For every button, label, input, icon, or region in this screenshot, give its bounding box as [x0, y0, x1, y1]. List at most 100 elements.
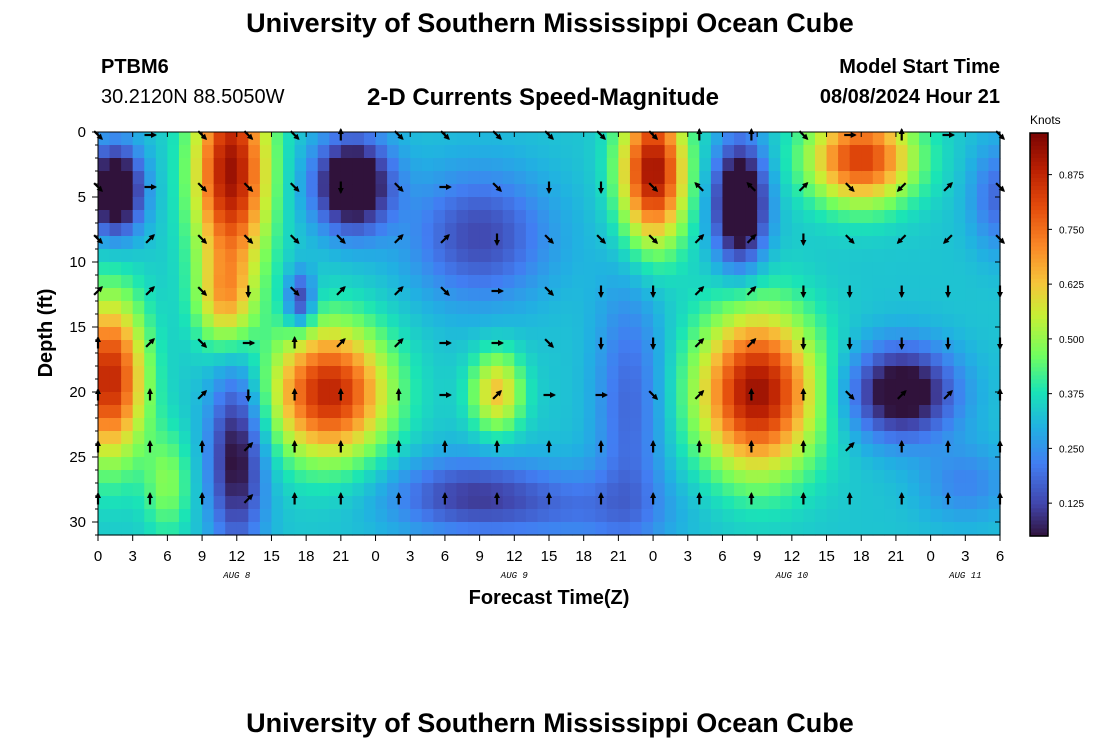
- heatmap-cell: [953, 353, 966, 367]
- heatmap-cell: [606, 470, 619, 484]
- heatmap-cell: [444, 275, 458, 289]
- heatmap-cell: [572, 132, 585, 146]
- heatmap-cell: [745, 418, 758, 432]
- heatmap-cell: [629, 210, 643, 224]
- heatmap-cell: [433, 288, 446, 302]
- heatmap-cell: [953, 418, 966, 432]
- heatmap-cell: [884, 132, 897, 146]
- current-vector-arrow: [289, 182, 300, 192]
- heatmap-cell: [734, 431, 747, 445]
- heatmap-cell: [352, 405, 365, 419]
- heatmap-cell: [352, 210, 365, 224]
- colorbar-segment: [1030, 290, 1048, 295]
- colorbar-segment: [1030, 511, 1048, 517]
- heatmap-cell: [861, 184, 874, 198]
- heatmap-cell: [213, 197, 226, 211]
- heatmap-cell: [352, 288, 365, 302]
- heatmap-cell: [456, 158, 469, 172]
- heatmap-cell: [572, 145, 585, 159]
- x-tick-label: 9: [198, 548, 206, 565]
- heatmap-cell: [398, 197, 411, 211]
- heatmap-cell: [294, 171, 307, 185]
- heatmap-cell: [895, 314, 909, 328]
- heatmap-cell: [363, 340, 377, 354]
- heatmap-cell: [976, 223, 990, 237]
- heatmap-cell: [653, 171, 666, 185]
- heatmap-cell: [352, 327, 365, 341]
- heatmap-cell: [919, 496, 932, 510]
- heatmap-cell: [178, 509, 192, 523]
- heatmap-cell: [98, 340, 111, 354]
- heatmap-cell: [283, 327, 296, 341]
- heatmap-cell: [699, 223, 712, 237]
- heatmap-cell: [861, 353, 874, 367]
- heatmap-cell: [872, 314, 885, 328]
- heatmap-cell: [629, 288, 643, 302]
- heatmap-cell: [988, 379, 1001, 393]
- heatmap-cell: [757, 444, 770, 458]
- heatmap-cell: [167, 509, 180, 523]
- heatmap-cell: [236, 262, 249, 276]
- heatmap-cell: [549, 366, 562, 380]
- heatmap-cell: [433, 431, 446, 445]
- heatmap-cell: [826, 210, 839, 224]
- heatmap-cell: [433, 444, 446, 458]
- heatmap-cell: [965, 340, 978, 354]
- heatmap-cell: [525, 444, 539, 458]
- heatmap-cell: [468, 145, 481, 159]
- heatmap-cell: [109, 431, 122, 445]
- heatmap-cell: [791, 405, 805, 419]
- heatmap-cell: [236, 457, 249, 471]
- heatmap-cell: [398, 301, 411, 315]
- heatmap-cell: [768, 418, 781, 432]
- heatmap-cell: [317, 288, 330, 302]
- heatmap-cell: [109, 444, 122, 458]
- heatmap-cell: [283, 405, 296, 419]
- heatmap-cell: [271, 184, 284, 198]
- heatmap-cell: [618, 314, 631, 328]
- heatmap-cell: [363, 275, 377, 289]
- heatmap-cell: [768, 249, 781, 263]
- heatmap-cell: [953, 483, 966, 497]
- heatmap-cell: [340, 509, 354, 523]
- heatmap-cell: [803, 418, 816, 432]
- heatmap-cell: [468, 418, 481, 432]
- heatmap-cell: [410, 236, 423, 250]
- heatmap-cell: [884, 444, 897, 458]
- heatmap-cell: [965, 184, 978, 198]
- heatmap-cell: [479, 366, 492, 380]
- heatmap-cell: [132, 457, 145, 471]
- heatmap-cell: [861, 457, 874, 471]
- heatmap-cell: [514, 145, 527, 159]
- heatmap-cell: [248, 327, 261, 341]
- current-vector-arrow: [336, 234, 346, 244]
- heatmap-cell: [549, 522, 562, 536]
- heatmap-cell: [676, 301, 689, 315]
- heatmap-cell: [190, 405, 203, 419]
- heatmap-cell: [98, 457, 111, 471]
- heatmap-cell: [618, 236, 631, 250]
- heatmap-cell: [144, 470, 157, 484]
- heatmap-cell: [976, 418, 990, 432]
- heatmap-cell: [907, 483, 920, 497]
- heatmap-cell: [734, 509, 747, 523]
- heatmap-cell: [294, 457, 307, 471]
- heatmap-cell: [814, 327, 828, 341]
- heatmap-cell: [710, 483, 724, 497]
- colorbar-segment: [1030, 415, 1048, 420]
- heatmap-cell: [942, 366, 955, 380]
- heatmap-cell: [861, 288, 874, 302]
- heatmap-cell: [225, 236, 238, 250]
- heatmap-cell: [294, 132, 307, 146]
- heatmap-cell: [895, 262, 909, 276]
- heatmap-cell: [768, 327, 781, 341]
- heatmap-cell: [248, 470, 261, 484]
- heatmap-cell: [953, 340, 966, 354]
- heatmap-cell: [699, 470, 712, 484]
- heatmap-cell: [387, 340, 400, 354]
- heatmap-cell: [387, 444, 400, 458]
- heatmap-cell: [757, 314, 770, 328]
- heatmap-cell: [537, 158, 550, 172]
- heatmap-cell: [560, 340, 573, 354]
- heatmap-cell: [780, 145, 793, 159]
